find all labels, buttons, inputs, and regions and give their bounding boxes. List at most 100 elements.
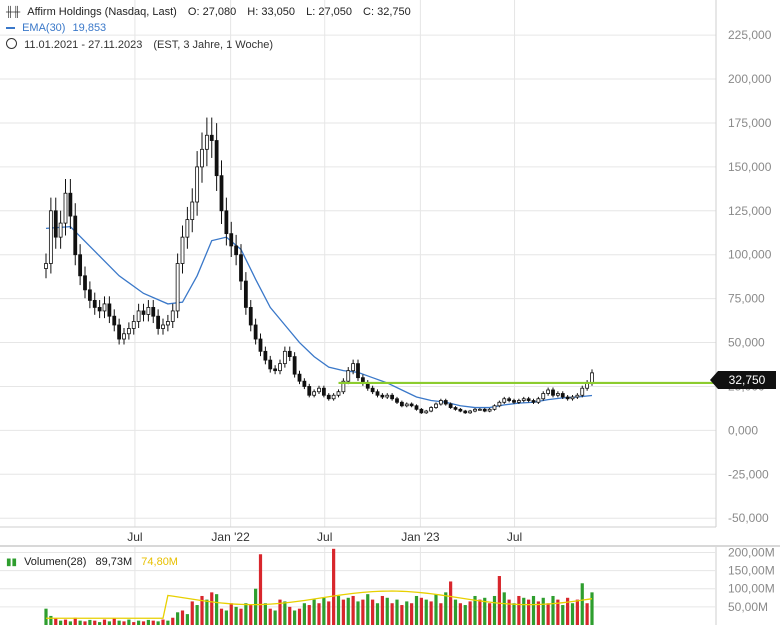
y-tick-label: 225,000 [728,28,772,42]
volume-bar [371,599,375,625]
candle-body [424,410,429,414]
close-label: C: [363,6,375,18]
y-tick-label: 200,000 [728,72,772,86]
volume-bar [234,606,238,625]
volume-bar [141,621,146,625]
candle-body [209,134,214,141]
candle-body [224,210,229,235]
candle-body [336,391,341,396]
volume-label: Volumen(28) [24,556,87,568]
volume-bar [449,581,453,625]
volume-bar [317,603,321,625]
last-price-value: 32,750 [728,373,766,387]
volume-bar [161,619,165,625]
candle-body [185,219,190,238]
pane-separator [0,545,780,547]
candle-body [263,350,268,361]
volume-bar [176,612,180,625]
volume-bar [78,620,82,625]
volume-bar [341,599,345,625]
volume-bar [107,621,111,625]
candle-body [146,307,151,315]
volume-bar [551,595,555,625]
volume-value: 89,73M [95,556,133,568]
candle-body [165,321,170,326]
volume-bar [151,620,155,625]
candle-body [492,405,497,410]
candle-body [243,280,248,308]
candle-body [414,405,419,410]
candle-body [541,393,546,400]
volume-bar [239,608,243,625]
candle-body [551,389,555,396]
candle-body [117,324,122,340]
volume-bar [483,597,487,625]
x-tick-label: Jul [507,530,522,544]
volume-bar [88,619,92,625]
volume-bar [522,597,526,625]
instrument-name: Affirm Holdings (Nasdaq, Last) [27,6,177,18]
volume-bar [258,554,263,625]
volume-bar [517,595,521,625]
volume-bar [419,597,423,625]
volume-bar [429,601,433,625]
volume-bar [556,599,560,625]
candle-body [161,324,165,329]
volume-bar [512,603,516,625]
candle-body [473,408,477,412]
candle-body [356,363,360,379]
volume-bar [327,601,331,625]
candle-body [73,215,78,256]
candle-body [375,391,380,396]
volume-bar [424,599,428,625]
candle-body [53,210,58,238]
candle-body [214,140,219,177]
candle-body [507,398,512,401]
volume-bar [210,592,214,625]
candle-body [409,403,414,407]
candle-body [200,148,204,168]
volume-bar [288,606,292,625]
volume-bar [83,621,87,625]
volume-bar [590,592,594,625]
candle-body [590,372,594,384]
candle-body [468,410,473,414]
volume-bar [244,603,248,625]
candle-body [292,356,297,375]
candle-body [83,275,87,291]
volume-bars-icon: ▮▮ [6,557,18,568]
volume-bar [219,608,224,625]
candle-body [234,245,239,256]
volume-bar [112,618,116,625]
ema-line [45,225,593,409]
volume-bar [570,603,575,625]
volume-bar [93,620,97,625]
volume-bar [361,599,365,625]
volume-bar [254,588,258,625]
volume-bar [117,620,121,625]
candle-body [151,307,156,317]
candle-body [131,321,136,329]
volume-tick-label: 100,00M [728,582,775,596]
volume-tick-label: 150,00M [728,564,775,578]
x-tick-label: Jan '23 [401,530,440,544]
candle-body [297,373,302,382]
candle-body [317,387,321,393]
candle-body [302,380,307,387]
candle-body [385,394,390,398]
candle-body [555,393,560,396]
y-tick-label: -25,000 [728,467,769,481]
y-tick-label: 100,000 [728,248,772,262]
candle-body [97,307,102,312]
y-tick-label: 0,000 [728,423,758,437]
volume-bar [63,619,68,625]
x-tick-label: Jan '22 [211,530,250,544]
candle-body [370,387,375,393]
volume-bar [322,597,326,625]
candle-body [321,387,326,396]
candle-body [438,400,443,405]
candle-body [463,410,468,414]
volume-bar [302,603,306,625]
